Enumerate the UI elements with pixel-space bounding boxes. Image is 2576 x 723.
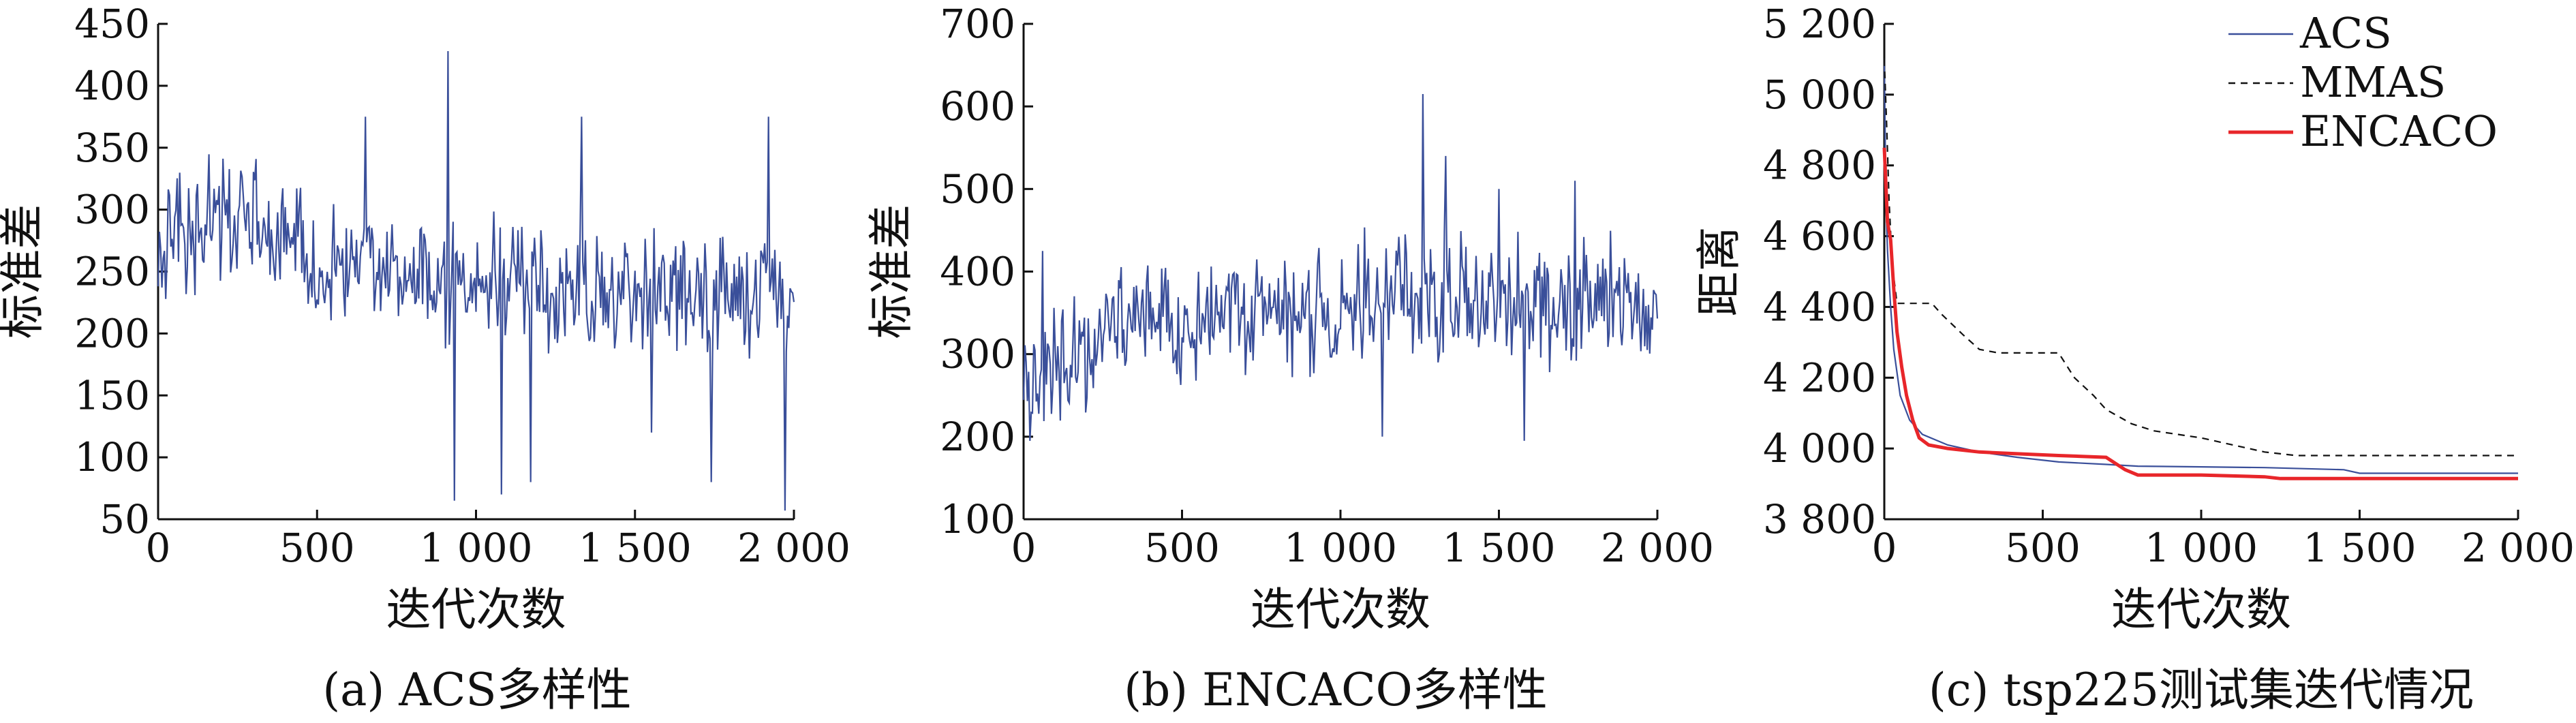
- y-tick-label: 200: [940, 414, 1015, 460]
- x-tick-label: 1 000: [419, 525, 532, 571]
- y-tick-label: 5 000: [1763, 72, 1876, 118]
- x-tick-label: 1 500: [579, 525, 692, 571]
- x-tick-label: 1 500: [1442, 525, 1555, 571]
- x-tick-label: 0: [146, 525, 171, 571]
- x-tick-label: 2 000: [737, 525, 850, 571]
- y-tick-label: 150: [74, 372, 150, 418]
- chart-panel-1: 50 100 150 200 250 300 350 400 450 0 500 1 000 1 500…: [0, 1, 850, 716]
- y-tick-label: 4 000: [1763, 425, 1876, 472]
- x-axis-label: 迭代次数: [1251, 583, 1430, 636]
- y-tick-label: 4 200: [1763, 354, 1876, 401]
- y-tick-label: 4 600: [1763, 213, 1876, 260]
- y-tick-label: 100: [940, 496, 1015, 542]
- y-tick-label: 250: [74, 249, 150, 295]
- y-axis-label: 距离: [1693, 227, 1745, 317]
- y-tick-label: 400: [74, 63, 150, 109]
- legend-label-acs: ACS: [2299, 8, 2392, 58]
- panel-caption: (c) tsp225测试集迭代情况: [1929, 664, 2474, 716]
- x-tick-label: 1 000: [1284, 525, 1397, 571]
- y-tick-label: 300: [74, 187, 150, 233]
- y-tick-label: 700: [940, 1, 1015, 47]
- legend-label-encaco: ENCACO: [2300, 106, 2498, 156]
- x-axis-label: 迭代次数: [2111, 583, 2291, 636]
- y-tick-label: 400: [940, 249, 1015, 295]
- panel-caption: (b) ENCACO多样性: [1124, 664, 1547, 716]
- x-tick-label: 0: [1872, 525, 1897, 571]
- y-tick-label: 500: [940, 166, 1015, 212]
- y-tick-label: 50: [99, 496, 150, 542]
- y-tick-label: 350: [74, 125, 150, 171]
- legend-label-mmas: MMAS: [2300, 57, 2446, 107]
- chart-panel-3: 3 800 4 000 4 200 4 400 4 600 4 800 5 000 5 200…: [1693, 1, 2575, 716]
- x-tick-label: 1 000: [2145, 525, 2258, 571]
- y-tick-label: 3 800: [1763, 496, 1876, 542]
- x-tick-label: 500: [2005, 525, 2081, 571]
- y-tick-label: 100: [74, 434, 150, 480]
- y-axis-label: 标准差: [865, 204, 917, 339]
- y-tick-label: 5 200: [1763, 1, 1876, 47]
- panel-caption: (a) ACS多样性: [322, 664, 631, 716]
- x-tick-label: 1 500: [2303, 525, 2416, 571]
- y-tick-label: 200: [74, 310, 150, 356]
- y-tick-label: 300: [940, 331, 1015, 378]
- y-tick-label: 4 800: [1763, 142, 1876, 189]
- x-tick-label: 2 000: [2462, 525, 2575, 571]
- y-tick-label: 4 400: [1763, 283, 1876, 330]
- y-axis-label: 标准差: [0, 204, 48, 339]
- x-tick-label: 500: [279, 525, 355, 571]
- x-axis-label: 迭代次数: [386, 583, 566, 636]
- series-line: [157, 50, 795, 511]
- chart-panel-2: 100 200 300 400 500 600 700 0 500 1 000 1 500 2 000…: [865, 1, 1714, 716]
- x-tick-label: 500: [1144, 525, 1220, 571]
- y-tick-label: 450: [74, 1, 150, 47]
- series-line: [1022, 93, 1659, 441]
- series-line-encaco: [1882, 147, 2518, 480]
- x-tick-label: 2 000: [1601, 525, 1714, 571]
- y-tick-label: 600: [940, 83, 1015, 129]
- x-tick-label: 0: [1011, 525, 1037, 571]
